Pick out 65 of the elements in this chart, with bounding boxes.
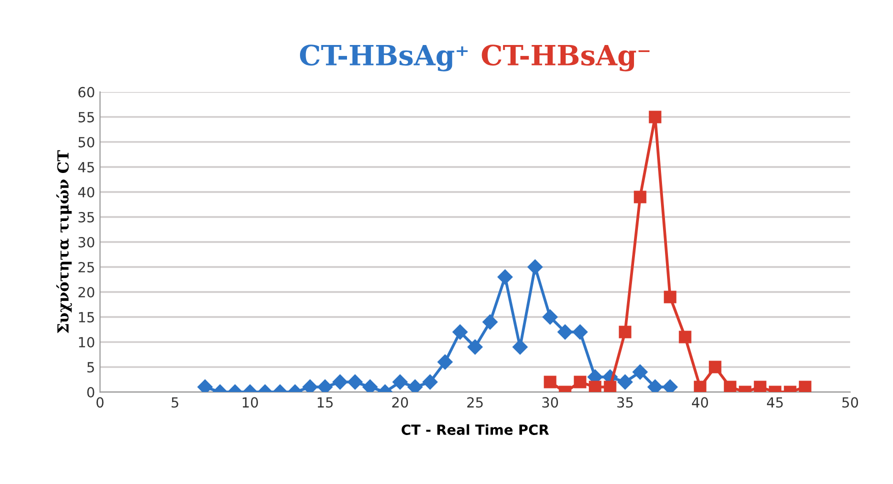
- point: [648, 110, 662, 124]
- point: [798, 380, 812, 392]
- point: [588, 380, 602, 392]
- y-tick-label: 5: [87, 362, 94, 373]
- point: [528, 259, 543, 275]
- point: [482, 314, 498, 330]
- x-tick-label: 40: [692, 397, 708, 408]
- point: [197, 379, 213, 392]
- point: [572, 324, 588, 340]
- point: [422, 374, 438, 390]
- point: [678, 330, 692, 344]
- x-tick-label: 5: [172, 397, 178, 408]
- point: [662, 379, 678, 392]
- point: [648, 379, 663, 392]
- y-tick-label: 20: [78, 286, 94, 298]
- point: [302, 379, 318, 392]
- x-tick-label: 35: [617, 397, 633, 408]
- x-tick-label: 45: [766, 397, 783, 408]
- point: [512, 339, 528, 355]
- point: [618, 374, 633, 390]
- point: [754, 380, 766, 392]
- series-label: CT-HBsAg⁻: [482, 44, 650, 72]
- point: [468, 339, 483, 355]
- point: [362, 379, 378, 392]
- point: [438, 354, 453, 370]
- text: CT-HBsAg⁺: [300, 44, 468, 72]
- y-tick-label: 25: [78, 262, 94, 272]
- y-tick-label: 40: [78, 186, 94, 198]
- y-tick-label: 50: [78, 136, 94, 148]
- y-tick-label: 15: [79, 312, 94, 322]
- x-tick-label: 30: [542, 397, 558, 408]
- point: [558, 324, 573, 340]
- point: [632, 364, 648, 380]
- point: [407, 379, 423, 392]
- point: [452, 324, 468, 340]
- point: [332, 374, 348, 390]
- point: [664, 290, 676, 304]
- point: [392, 374, 408, 390]
- x-tick-label: 10: [242, 397, 258, 408]
- y-tick-label: 60: [78, 86, 94, 98]
- point: [634, 190, 646, 204]
- x-tick-label: 50: [842, 397, 858, 408]
- x-tick-label: 0: [96, 397, 104, 408]
- point: [544, 376, 556, 388]
- point: [542, 309, 558, 325]
- point: [317, 379, 333, 392]
- y-tick-label: 30: [78, 236, 94, 248]
- point: [618, 326, 632, 338]
- y-tick-label: 0: [87, 387, 94, 398]
- point: [724, 380, 736, 392]
- point: [708, 360, 722, 374]
- x-axis-title: CT - Real Time PCR: [402, 424, 549, 435]
- y-tick-label: 45: [78, 162, 94, 172]
- y-axis-title: Συχνότητα τιμών CT: [56, 150, 72, 334]
- y-tick-label: 10: [79, 336, 94, 348]
- y-tick-label: 55: [78, 112, 94, 122]
- x-tick-label: 20: [392, 397, 408, 408]
- x-tick-label: 25: [467, 397, 483, 408]
- point: [604, 380, 616, 392]
- x-tick-label: 15: [318, 397, 333, 408]
- point: [694, 380, 706, 392]
- point: [574, 376, 586, 388]
- point: [347, 374, 363, 390]
- y-tick-label: 35: [78, 212, 94, 222]
- point: [498, 269, 513, 285]
